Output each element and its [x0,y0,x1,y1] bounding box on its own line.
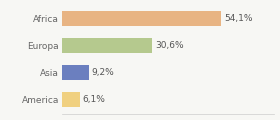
Bar [62,92,80,107]
Bar [62,11,221,26]
Text: 6,1%: 6,1% [83,95,106,104]
Bar [62,65,89,80]
Text: 30,6%: 30,6% [155,41,184,50]
Text: 9,2%: 9,2% [92,68,115,77]
Bar [62,38,152,53]
Text: 54,1%: 54,1% [225,14,253,23]
